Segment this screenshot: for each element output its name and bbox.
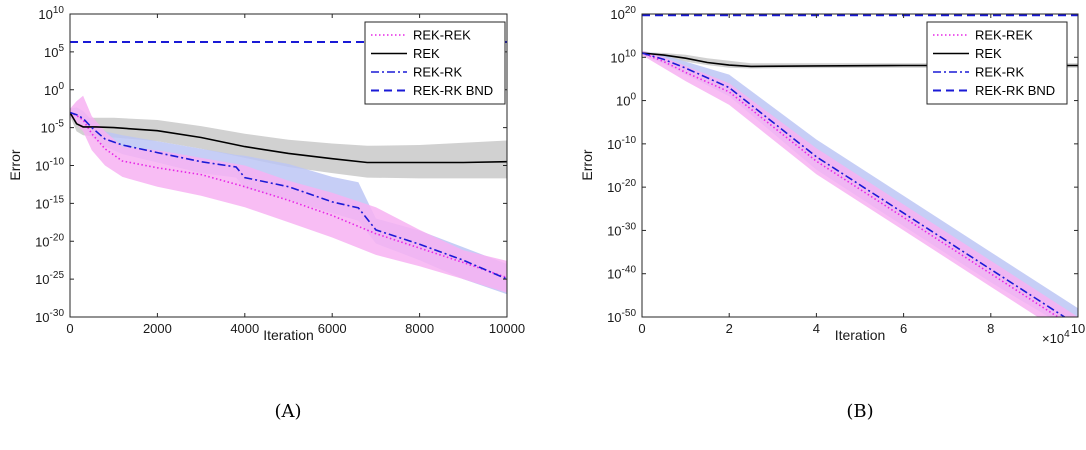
- x-tick-label: 2000: [143, 321, 172, 336]
- y-tick-label: 10-15: [35, 194, 64, 211]
- y-tick-label: 100: [44, 81, 64, 98]
- y-tick-label: 105: [44, 43, 64, 60]
- legend-label: REK: [975, 46, 1002, 61]
- ticks-b: 0 2 4 6 8 10 10-50 10-40 10-30 10-20 10-10 100 1010 1…: [607, 5, 1085, 336]
- y-tick-label: 10-30: [35, 308, 64, 325]
- y-tick-label: 10-20: [607, 178, 636, 195]
- x-tick-label: 8: [987, 321, 994, 336]
- y-axis-label-a: Error: [7, 149, 23, 180]
- band-rek-rek: [70, 95, 507, 293]
- band-rek-rek: [642, 50, 1078, 317]
- series-rek-rek: [642, 52, 1060, 317]
- legend-a: REK-REK REK REK-RK REK-RK BND: [364, 21, 506, 105]
- x-axis-label-b: Iteration: [835, 327, 886, 343]
- series-rek: [70, 112, 507, 164]
- x-tick-label: 4: [813, 321, 820, 336]
- legend-label: REK-RK BND: [975, 83, 1055, 98]
- panel-b: 0 2 4 6 8 10 10-50 10-40 10-30 10-20 10-10 100 1010 1…: [579, 5, 1085, 422]
- y-tick-label: 10-40: [607, 265, 636, 282]
- y-tick-label: 10-20: [35, 232, 64, 249]
- y-tick-label: 100: [616, 92, 636, 109]
- series-rek-rk: [70, 111, 507, 280]
- band-rek: [70, 108, 507, 179]
- x-tick-label: 8000: [405, 321, 434, 336]
- legend-label: REK-REK: [413, 28, 471, 43]
- x-axis-label-a: Iteration: [263, 327, 314, 343]
- y-tick-label: 10-30: [607, 221, 636, 238]
- y-tick-label: 1010: [610, 48, 636, 65]
- x-tick-label: 0: [638, 321, 645, 336]
- y-tick-label: 10-5: [41, 119, 65, 136]
- x-tick-label: 6000: [318, 321, 347, 336]
- y-tick-label: 10-10: [35, 157, 64, 174]
- y-tick-label: 10-25: [35, 270, 64, 287]
- legend-label: REK-REK: [975, 28, 1033, 43]
- y-tick-label: 1020: [610, 5, 636, 22]
- x-tick-label: 0: [66, 321, 73, 336]
- y-tick-label: 10-10: [607, 135, 636, 152]
- series-rek-rk: [642, 52, 1066, 317]
- x-tick-label: 2: [726, 321, 733, 336]
- legend-label: REK: [413, 46, 440, 61]
- legend-b: REK-REK REK REK-RK REK-RK BND: [926, 21, 1068, 105]
- axes-box-b: [641, 13, 1079, 318]
- ticks-a: 0 2000 4000 6000 8000 10000 10-30 10-25 10-20 10-…: [35, 5, 525, 336]
- caption-a: (A): [274, 401, 301, 422]
- x-multiplier-b: ×104: [1042, 329, 1070, 346]
- legend-label: REK-RK BND: [413, 83, 493, 98]
- legend-label: REK-RK: [975, 65, 1024, 80]
- panel-a: 0 2000 4000 6000 8000 10000 10-30 10-25 10-20 10-…: [7, 5, 525, 422]
- y-tick-label: 10-50: [607, 308, 636, 325]
- y-tick-label: 1010: [38, 5, 64, 22]
- series-rek-rek: [70, 111, 507, 279]
- x-tick-label: 10: [1071, 321, 1085, 336]
- caption-b: (B): [846, 401, 873, 422]
- x-tick-label: 4000: [230, 321, 259, 336]
- x-tick-label: 6: [900, 321, 907, 336]
- y-axis-label-b: Error: [579, 149, 595, 180]
- x-tick-label: 10000: [489, 321, 525, 336]
- bands-a: [70, 95, 507, 295]
- legend-label: REK-RK: [413, 65, 462, 80]
